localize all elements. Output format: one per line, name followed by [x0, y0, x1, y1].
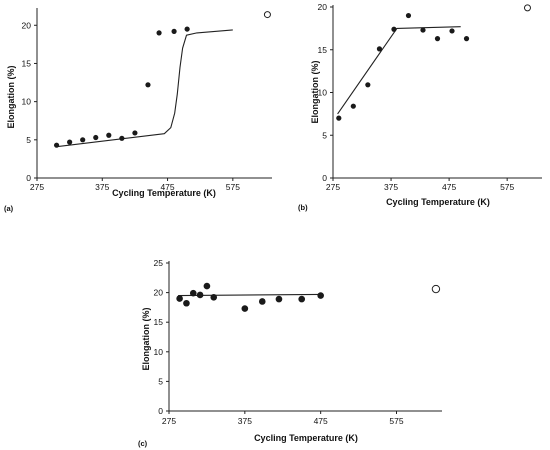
- panel-a: 0 5 10 15 20 275 375 475 575 Cycling Temperature…: [4, 8, 272, 213]
- data-point: [420, 27, 426, 33]
- x-tick-label: 475: [442, 182, 456, 192]
- y-tick-label: 0: [322, 173, 327, 183]
- data-point: [196, 291, 204, 299]
- panel-b: 0 5 10 15 20 275 375 475 575 Cycling Temperature…: [298, 2, 542, 212]
- y-tick-label: 20: [318, 2, 328, 12]
- y-axis-label: Elongation (%): [6, 66, 16, 129]
- data-point: [156, 30, 162, 36]
- data-point: [203, 282, 211, 290]
- y-axis-label: Elongation (%): [141, 308, 151, 371]
- x-tick-label: 575: [226, 182, 240, 192]
- y-tick-label: 0: [158, 406, 163, 416]
- y-tick-label: 5: [322, 130, 327, 140]
- x-axis-label: Cycling Temperature (K): [254, 433, 358, 443]
- data-point: [258, 298, 266, 305]
- y-tick-label: 20: [154, 288, 164, 298]
- data-point: [405, 12, 412, 19]
- data-point: [184, 26, 190, 32]
- x-tick-label: 575: [500, 182, 514, 192]
- data-point: [449, 28, 455, 34]
- fit-line: [337, 26, 461, 115]
- x-tick-label: 275: [162, 416, 176, 426]
- x-tick-label: 375: [238, 416, 252, 426]
- x-tick-label: 475: [160, 182, 174, 192]
- panel-label: (a): [4, 204, 14, 213]
- y-tick-label: 15: [22, 58, 32, 68]
- data-point: [106, 132, 112, 138]
- data-point: [53, 142, 60, 148]
- data-point: [298, 295, 306, 303]
- y-tick-label: 0: [26, 173, 31, 183]
- x-tick-label: 275: [30, 182, 44, 192]
- x-tick-label: 275: [326, 182, 340, 192]
- panel-label: (b): [298, 203, 308, 212]
- data-point: [391, 26, 397, 32]
- data-point: [463, 36, 470, 42]
- y-axis-label: Elongation (%): [310, 61, 320, 124]
- y-tick-label: 5: [26, 135, 31, 145]
- panel-c: 0 5 10 15 20 25 275 375 475 575 Cycling Temperatu…: [138, 258, 442, 448]
- x-axis-label: Cycling Temperature (K): [386, 197, 490, 207]
- data-point: [189, 289, 197, 297]
- data-point: [336, 115, 342, 121]
- y-tick-label: 25: [154, 258, 164, 268]
- data-point: [434, 36, 441, 42]
- open-marker: [523, 4, 531, 12]
- data-point: [317, 292, 324, 299]
- data-point: [176, 295, 183, 302]
- open-marker: [263, 11, 271, 19]
- y-tick-label: 10: [22, 97, 32, 107]
- x-tick-label: 475: [314, 416, 328, 426]
- data-point: [210, 294, 218, 301]
- data-point: [350, 103, 356, 109]
- data-point: [365, 82, 371, 88]
- y-tick-label: 10: [154, 347, 164, 357]
- x-tick-label: 375: [95, 182, 109, 192]
- fit-line: [56, 29, 233, 148]
- x-tick-label: 375: [384, 182, 398, 192]
- data-point: [80, 137, 86, 143]
- y-tick-label: 15: [154, 317, 164, 327]
- data-point: [241, 305, 249, 312]
- data-point: [132, 130, 138, 136]
- x-axis-label: Cycling Temperature (K): [112, 188, 216, 198]
- y-tick-label: 20: [22, 20, 32, 30]
- open-marker: [431, 284, 441, 294]
- x-tick-label: 575: [389, 416, 403, 426]
- data-point: [275, 295, 283, 303]
- panel-label: (c): [138, 439, 148, 448]
- data-point: [119, 135, 125, 141]
- y-tick-label: 10: [318, 88, 328, 98]
- data-point: [183, 299, 190, 307]
- data-point: [145, 82, 151, 88]
- data-point: [376, 46, 383, 52]
- y-tick-label: 15: [318, 45, 328, 55]
- data-point: [171, 28, 177, 34]
- data-point: [67, 139, 73, 145]
- y-tick-label: 5: [158, 376, 163, 386]
- data-point: [93, 134, 99, 141]
